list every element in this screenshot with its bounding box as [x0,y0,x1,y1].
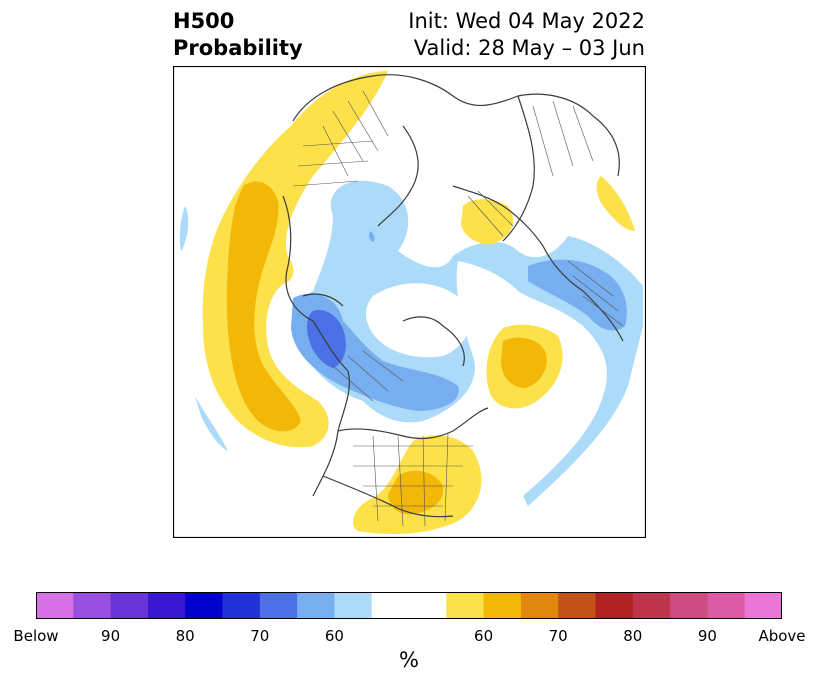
colorbar-segment [147,592,186,619]
colorbar-segment [259,592,298,619]
colorbar-tick-label: 80 [623,627,643,645]
colorbar-segment [409,592,447,619]
colorbar-tick-label: 80 [175,627,195,645]
valid-date: Valid: 28 May – 03 Jun [413,36,645,60]
colorbar-tick-label: 70 [250,627,270,645]
colorbar-tick-label: 90 [697,627,717,645]
colorbar-segment [110,592,149,619]
political-borders [292,90,624,527]
colorbar-tick-label: 60 [474,627,494,645]
chart-title: H500 Probability [173,8,303,62]
title-line1: H500 [173,9,235,33]
colorbar-segment [483,592,522,619]
init-date: Init: Wed 04 May 2022 [408,9,645,33]
colorbar-segment [222,592,261,619]
probability-map [173,66,646,538]
colorbar-tick-label: Below [13,627,59,645]
colorbar-segment [707,592,746,619]
date-info: Init: Wed 04 May 2022 Valid: 28 May – 03… [408,8,645,62]
colorbar-unit-label: % [399,648,419,672]
colorbar [36,592,782,619]
colorbar-tick-label: Above [758,627,806,645]
title-line2: Probability [173,36,303,60]
colorbar-segment [670,592,708,619]
colorbar-segment [520,592,559,619]
colorbar-tick-label: 60 [324,627,344,645]
colorbar-segment [632,592,671,619]
colorbar-tick-label: 70 [548,627,568,645]
colorbar-segment [36,592,74,619]
colorbar-segment [446,592,485,619]
colorbar-segment [185,592,224,619]
colorbar-segment [334,592,373,619]
colorbar-tick-label: 90 [101,627,121,645]
colorbar-segment [744,592,782,619]
below-dark-shading [307,310,346,368]
colorbar-segment [595,592,634,619]
colorbar-segment [73,592,112,619]
colorbar-segment [297,592,335,619]
colorbar-segment [371,592,410,619]
colorbar-segment [558,592,597,619]
